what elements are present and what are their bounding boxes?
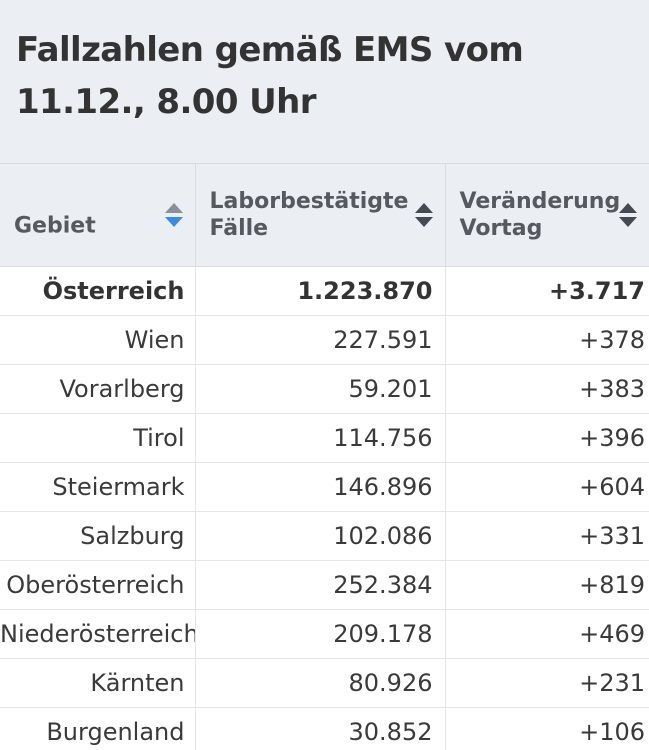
table-row: Niederösterreich 209.178 +469 [0, 609, 649, 659]
region-cell: Steiermark [0, 462, 196, 512]
column-header-veraenderung[interactable]: Veränderung Vortag [445, 164, 649, 267]
table-row: Vorarlberg 59.201 +383 [0, 364, 649, 414]
change-cell: +469 [445, 609, 649, 659]
column-label: Gebiet [14, 213, 96, 239]
table-row: Kärnten 80.926 +231 [0, 658, 649, 708]
region-cell: Oberösterreich [0, 560, 196, 610]
table-row: Oberösterreich 252.384 +819 [0, 560, 649, 610]
column-label: Veränderung Vortag [459, 189, 621, 241]
table-row: Steiermark 146.896 +604 [0, 462, 649, 512]
region-cell: Kärnten [0, 658, 196, 708]
cases-cell: 59.201 [195, 364, 446, 414]
sort-icon[interactable] [414, 203, 433, 227]
change-cell: +106 [445, 707, 649, 750]
cases-cell: 102.086 [195, 511, 446, 561]
region-cell: Salzburg [0, 511, 196, 561]
page-title: Fallzahlen gemäß EMS vom 11.12., 8.00 Uh… [16, 30, 524, 122]
change-cell: +331 [445, 511, 649, 561]
sort-active-icon[interactable] [164, 203, 183, 227]
change-cell: +231 [445, 658, 649, 708]
region-cell: Niederösterreich [0, 609, 196, 659]
region-cell: Vorarlberg [0, 364, 196, 414]
cases-cell: 1.223.870 [195, 266, 446, 316]
change-cell: +3.717 [445, 266, 649, 316]
table-header-area: Fallzahlen gemäß EMS vom 11.12., 8.00 Uh… [0, 0, 649, 164]
sort-icon[interactable] [619, 203, 637, 227]
cases-cell: 80.926 [195, 658, 446, 708]
change-cell: +383 [445, 364, 649, 414]
table-row: Burgenland 30.852 +106 [0, 707, 649, 750]
region-cell: Tirol [0, 413, 196, 463]
change-cell: +378 [445, 315, 649, 365]
table-row: Salzburg 102.086 +331 [0, 511, 649, 561]
table-row: Tirol 114.756 +396 [0, 413, 649, 463]
cases-cell: 252.384 [195, 560, 446, 610]
case-table: Gebiet Laborbestätigte Fälle Veränderung… [0, 164, 649, 750]
column-header-faelle[interactable]: Laborbestätigte Fälle [195, 164, 446, 267]
column-label: Laborbestätigte Fälle [209, 189, 409, 241]
change-cell: +396 [445, 413, 649, 463]
cases-cell: 227.591 [195, 315, 446, 365]
table-row-total: Österreich 1.223.870 +3.717 [0, 266, 649, 316]
region-cell: Burgenland [0, 707, 196, 750]
cases-cell: 146.896 [195, 462, 446, 512]
table-row: Wien 227.591 +378 [0, 315, 649, 365]
change-cell: +819 [445, 560, 649, 610]
table-head-row: Gebiet Laborbestätigte Fälle Veränderung… [0, 164, 649, 267]
change-cell: +604 [445, 462, 649, 512]
region-cell: Österreich [0, 266, 196, 316]
cases-cell: 30.852 [195, 707, 446, 750]
cases-cell: 114.756 [195, 413, 446, 463]
region-cell: Wien [0, 315, 196, 365]
column-header-gebiet[interactable]: Gebiet [0, 164, 196, 267]
cases-cell: 209.178 [195, 609, 446, 659]
